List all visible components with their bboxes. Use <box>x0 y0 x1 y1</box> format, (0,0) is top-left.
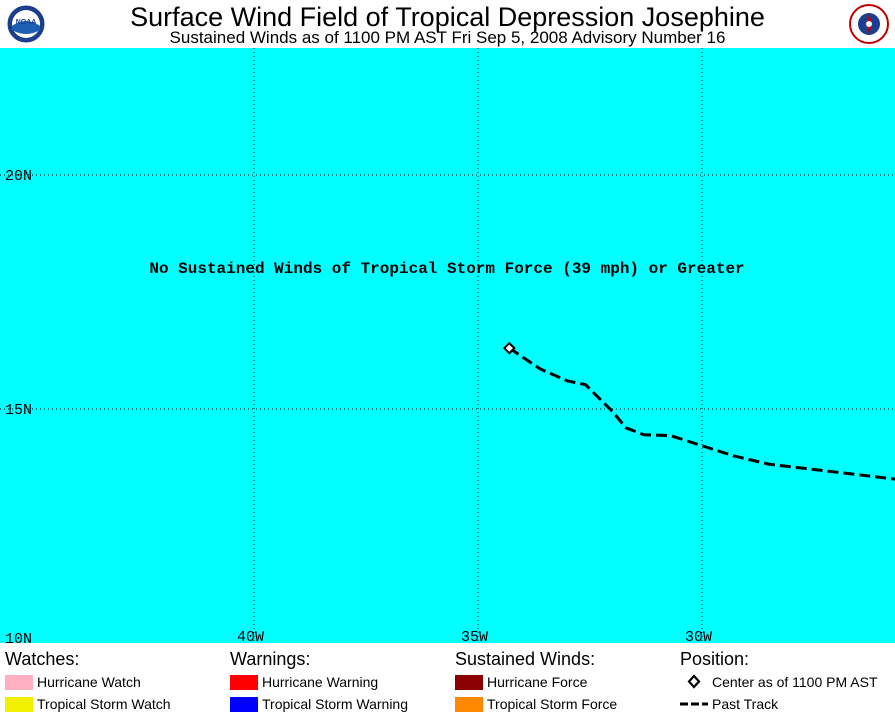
latitude-label: 20N <box>5 168 32 185</box>
hurricane-force-swatch <box>455 675 483 690</box>
center-diamond <box>502 341 516 355</box>
latitude-label: 15N <box>5 402 32 419</box>
wind-field-map: 40W 35W 30W 20N 15N 10N No Sustained Winds of… <box>0 48 895 643</box>
svg-text:NOAA: NOAA <box>16 19 37 26</box>
legend-sustained-winds-heading: Sustained Winds: <box>455 649 596 669</box>
legend-item-tropical-storm-watch: Tropical Storm Watch <box>5 695 171 717</box>
map-grid: 40W 35W 30W 20N 15N 10N <box>0 48 895 643</box>
map-background <box>0 48 895 643</box>
legend: Watches: Hurricane Watch Tropical Storm … <box>0 644 895 716</box>
past-track-line <box>508 346 895 481</box>
page-title: Surface Wind Field of Tropical Depressio… <box>130 2 765 32</box>
past-track-path <box>508 346 895 481</box>
tropical-storm-watch-swatch <box>5 697 33 712</box>
legend-item-hurricane-watch: Hurricane Watch <box>5 673 141 695</box>
legend-sustained-winds: Sustained Winds: Hurricane Force Tropica… <box>455 644 617 717</box>
nws-logo <box>849 4 889 44</box>
legend-label: Hurricane Force <box>487 674 588 690</box>
legend-position-heading: Position: <box>680 649 750 669</box>
legend-item-tropical-storm-force: Tropical Storm Force <box>455 695 617 717</box>
legend-label: Past Track <box>712 696 779 712</box>
legend-item-hurricane-warning: Hurricane Warning <box>230 673 378 695</box>
longitude-label: 35W <box>461 629 488 643</box>
longitude-label: 40W <box>237 629 264 643</box>
legend-label: Tropical Storm Force <box>487 696 618 712</box>
no-winds-annotation: No Sustained Winds of Tropical Storm For… <box>149 260 744 278</box>
header: NOAA Surface Wind Field of Tropical Depr… <box>0 0 895 48</box>
hurricane-warning-swatch <box>230 675 258 690</box>
legend-label: Tropical Storm Warning <box>262 696 409 712</box>
legend-item-past-track: Past Track <box>680 695 778 717</box>
legend-label: Center as of 1100 PM AST <box>712 674 878 690</box>
longitude-label: 30W <box>685 629 712 643</box>
legend-warnings: Warnings: Hurricane Warning Tropical Sto… <box>230 644 408 717</box>
legend-position: Position: Center as of 1100 PM AST Past … <box>680 644 878 717</box>
storm-center-marker <box>502 341 516 355</box>
tropical-storm-warning-swatch <box>230 697 258 712</box>
legend-label: Tropical Storm Watch <box>37 696 171 712</box>
latitude-label: 10N <box>5 631 32 643</box>
legend-warnings-heading: Warnings: <box>230 649 311 669</box>
page-subtitle: Sustained Winds as of 1100 PM AST Fri Se… <box>169 28 726 47</box>
hurricane-watch-swatch <box>5 675 33 690</box>
legend-item-center: Center as of 1100 PM AST <box>680 673 878 695</box>
legend-item-tropical-storm-warning: Tropical Storm Warning <box>230 695 408 717</box>
dashed-line-icon <box>680 702 708 706</box>
tropical-storm-force-swatch <box>455 697 483 712</box>
diamond-icon <box>687 674 701 689</box>
legend-label: Hurricane Watch <box>37 674 141 690</box>
noaa-logo: NOAA <box>6 4 46 44</box>
legend-label: Hurricane Warning <box>262 674 379 690</box>
legend-watches-heading: Watches: <box>5 649 80 669</box>
legend-item-hurricane-force: Hurricane Force <box>455 673 595 695</box>
legend-watches: Watches: Hurricane Watch Tropical Storm … <box>5 644 171 717</box>
